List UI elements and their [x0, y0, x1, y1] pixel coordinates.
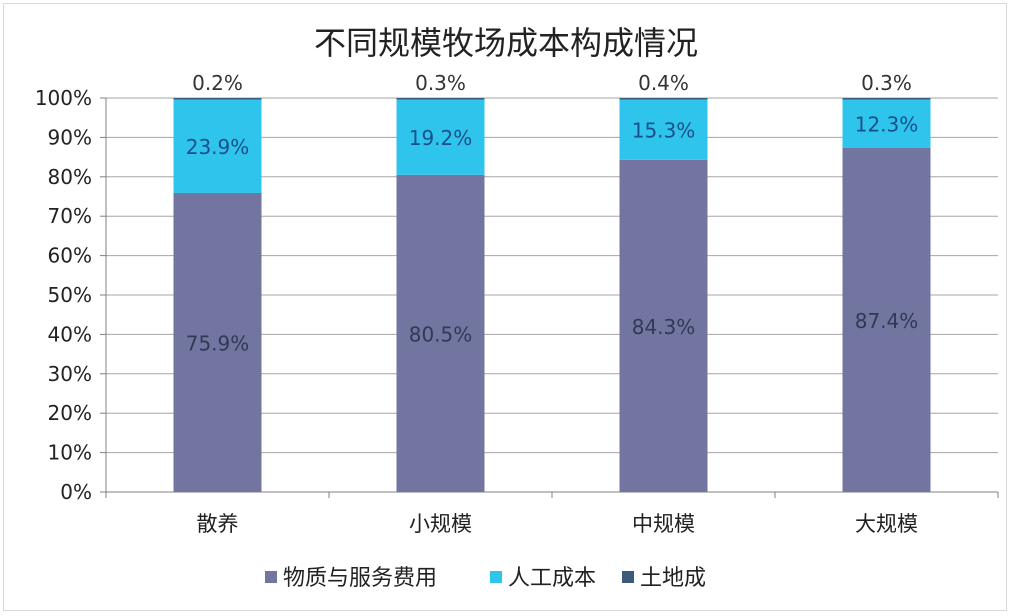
data-label: 15.3% [632, 119, 696, 143]
chart-title: 不同规模牧场成本构成情况 [314, 24, 698, 62]
bar-segment [619, 159, 708, 492]
bar-segment [173, 192, 262, 493]
data-labels: 75.9% 23.9% 0.2% 80.5% 19.2% 0.3% 84.3% 15.3% 0.… [186, 71, 919, 355]
y-tick-label: 70% [48, 204, 92, 228]
y-tick-label: 80% [48, 165, 92, 189]
chart-frame [3, 3, 1007, 611]
y-tick-label: 60% [48, 244, 92, 268]
y-tick-label: 40% [48, 322, 92, 346]
data-label: 0.4% [638, 71, 689, 95]
data-label: 0.2% [192, 71, 243, 95]
y-tick-label: 50% [48, 283, 92, 307]
legend-swatch [622, 571, 634, 583]
legend-label: 人工成本 [508, 566, 596, 591]
y-tick-label: 20% [48, 401, 92, 425]
x-category-label: 散养 [197, 512, 239, 536]
y-tick-label: 0% [60, 480, 92, 504]
y-tick-label: 10% [48, 441, 92, 465]
data-label: 23.9% [186, 135, 250, 159]
data-label: 0.3% [861, 71, 912, 95]
bar-segment [173, 98, 262, 100]
legend-swatch [265, 571, 277, 583]
x-category-label: 中规模 [632, 512, 695, 536]
data-label: 87.4% [855, 309, 919, 333]
bar-segment [619, 99, 708, 160]
bar-segment [842, 99, 931, 148]
bar-segment [396, 99, 485, 175]
data-label: 84.3% [632, 315, 696, 339]
bar-segment [842, 147, 931, 493]
y-tick-label: 90% [48, 125, 92, 149]
y-tick-label: 100% [35, 86, 92, 110]
legend-label: 土地成 [640, 566, 706, 591]
data-label: 12.3% [855, 112, 919, 136]
data-label: 19.2% [409, 126, 473, 150]
legend-swatch [490, 571, 502, 583]
y-tick-label: 30% [48, 362, 92, 386]
legend-label: 物质与服务费用 [283, 566, 437, 591]
x-category-label: 小规模 [409, 512, 472, 536]
bar-segment [396, 98, 485, 100]
bars [173, 98, 931, 493]
data-label: 80.5% [409, 322, 473, 346]
x-category-label: 大规模 [855, 512, 918, 536]
data-label: 75.9% [186, 331, 250, 355]
bar-segment [842, 98, 931, 100]
bar-segment [173, 98, 262, 193]
bar-segment [619, 98, 708, 100]
legend: 物质与服务费用 人工成本 土地成 [265, 566, 706, 591]
data-label: 0.3% [415, 71, 466, 95]
bar-segment [396, 174, 485, 492]
